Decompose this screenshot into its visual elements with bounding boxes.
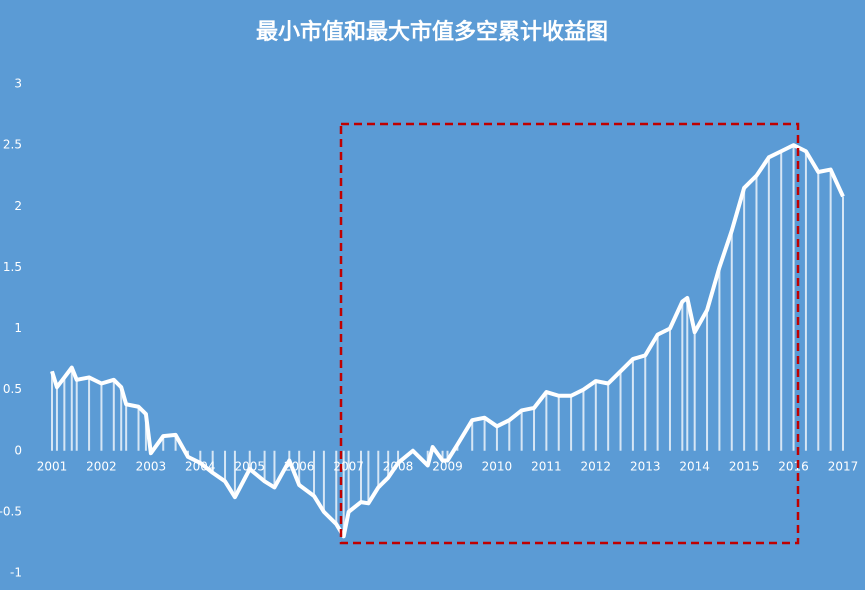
drop-bar xyxy=(211,450,214,473)
drop-bar xyxy=(144,414,147,451)
x-tick-label: 2016 xyxy=(778,459,809,473)
drop-bar xyxy=(441,450,444,461)
drop-bar xyxy=(520,410,523,451)
drop-bar xyxy=(162,436,165,451)
drop-bar xyxy=(471,420,474,451)
drop-bar xyxy=(767,157,770,451)
drop-bar xyxy=(88,377,91,451)
y-tick-label: 1 xyxy=(14,321,22,335)
y-tick-label: 0.5 xyxy=(3,382,22,396)
drop-bar xyxy=(693,332,696,451)
y-tick-label: 3 xyxy=(14,77,22,91)
drop-bar xyxy=(347,450,350,512)
x-tick-label: 2001 xyxy=(37,459,68,473)
x-tick-label: 2014 xyxy=(679,459,710,473)
plot-area: -1-0.500.511.522.53200120022003200420052… xyxy=(0,77,858,580)
drop-bar xyxy=(686,297,689,451)
y-tick-label: 0 xyxy=(14,443,22,457)
drop-bar xyxy=(792,145,795,451)
drop-bar xyxy=(594,381,597,451)
drop-bar xyxy=(446,450,449,461)
drop-bar xyxy=(359,450,362,503)
x-tick-label: 2009 xyxy=(432,459,463,473)
drop-bar xyxy=(70,367,73,451)
drop-bar xyxy=(533,407,536,451)
x-tick-label: 2013 xyxy=(630,459,661,473)
drop-bar xyxy=(545,392,548,451)
x-tick-label: 2012 xyxy=(581,459,612,473)
y-tick-label: -0.5 xyxy=(0,504,22,518)
drop-bar xyxy=(681,301,684,451)
drop-bar xyxy=(342,450,345,537)
drop-bar xyxy=(755,175,758,451)
y-tick-label: 2.5 xyxy=(3,138,22,152)
drop-bar xyxy=(804,151,807,451)
drop-bar xyxy=(656,334,659,451)
drop-bar xyxy=(817,172,820,451)
highlight-box xyxy=(339,122,800,545)
x-tick-label: 2017 xyxy=(828,459,859,473)
drop-bar xyxy=(199,450,202,463)
drop-bar xyxy=(377,450,380,488)
drop-bar xyxy=(730,230,733,451)
drop-bar xyxy=(387,450,390,478)
drop-bar xyxy=(51,371,53,451)
drop-bar xyxy=(607,383,610,451)
drop-bar xyxy=(582,389,585,451)
y-tick-label: 1.5 xyxy=(3,260,22,274)
drop-bar xyxy=(842,196,844,451)
drop-bar xyxy=(570,395,573,451)
drop-bar xyxy=(644,355,647,451)
drop-bar xyxy=(112,379,115,451)
drop-bar xyxy=(248,450,251,470)
x-tick-label: 2010 xyxy=(482,459,513,473)
drop-bar xyxy=(233,450,236,498)
drop-bar xyxy=(483,417,486,451)
drop-bar xyxy=(174,434,177,451)
drop-bar xyxy=(706,310,709,451)
drop-bar xyxy=(137,406,140,451)
drop-bar xyxy=(298,450,301,485)
chart-title: 最小市值和最大市值多空累计收益图 xyxy=(256,19,608,45)
drop-bar xyxy=(125,404,128,451)
drop-bar xyxy=(718,267,721,451)
drop-bar xyxy=(335,450,338,525)
drop-bar xyxy=(120,387,123,451)
x-tick-label: 2015 xyxy=(729,459,760,473)
drop-bar xyxy=(743,187,746,451)
drop-bar xyxy=(55,387,58,451)
drop-bar xyxy=(619,371,622,451)
drop-bar xyxy=(313,450,316,496)
drop-bar xyxy=(322,450,325,512)
y-tick-label: -1 xyxy=(10,566,22,580)
series-line xyxy=(50,143,845,539)
drop-bar xyxy=(495,426,498,451)
x-tick-label: 2011 xyxy=(531,459,562,473)
x-tick-label: 2003 xyxy=(136,459,167,473)
drop-bar xyxy=(224,450,227,482)
drop-bar xyxy=(273,450,276,488)
drop-bar xyxy=(557,395,560,451)
drop-bar xyxy=(263,450,266,482)
drop-bar xyxy=(780,151,783,451)
drop-bar xyxy=(631,359,634,451)
drop-bar xyxy=(100,383,103,451)
drop-bar xyxy=(668,328,671,451)
y-tick-label: 2 xyxy=(14,199,22,213)
drop-bar xyxy=(508,420,511,451)
drop-bar xyxy=(75,379,78,451)
drop-bar xyxy=(63,377,66,451)
drop-bar xyxy=(367,450,370,504)
drop-bar xyxy=(397,450,400,463)
drop-bar xyxy=(829,169,832,451)
x-tick-label: 2002 xyxy=(86,459,117,473)
drop-bar xyxy=(288,450,291,461)
